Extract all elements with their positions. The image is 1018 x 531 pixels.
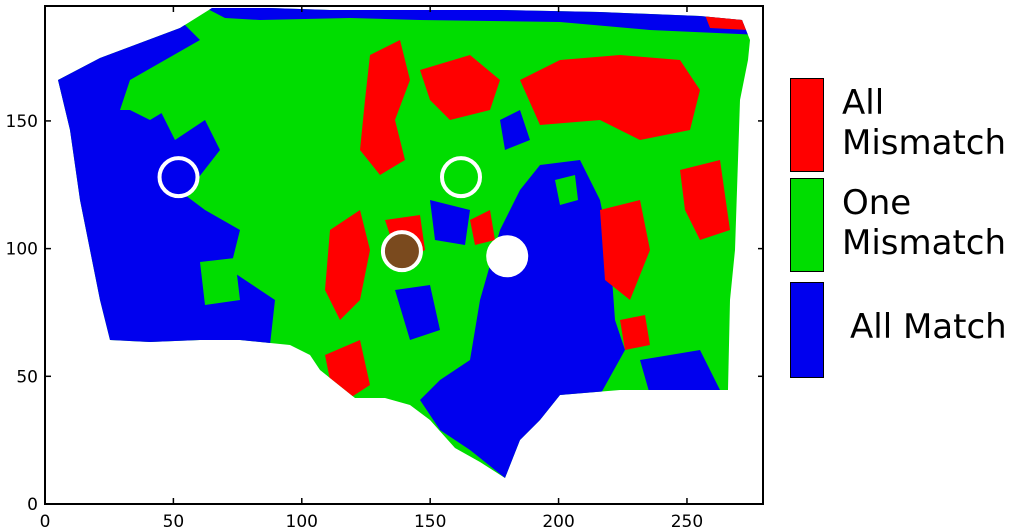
x-tick-label: 150 (414, 512, 446, 531)
marker-circle-2 (380, 230, 423, 273)
region-all-mismatch-7 (680, 160, 730, 240)
legend-swatch-green (790, 178, 824, 272)
x-tick-label: 50 (163, 512, 185, 531)
x-axis: 0 50 100 150 200 250 (40, 6, 703, 531)
y-tick-label: 150 (6, 112, 38, 132)
legend-item-all-match: All Match (788, 275, 1016, 378)
x-tick-label: 100 (286, 512, 318, 531)
marker-layer (157, 156, 529, 278)
region-all-mismatch-1 (360, 40, 410, 175)
legend-label: All Match (850, 307, 1007, 347)
legend-label: All Mismatch (842, 83, 1007, 163)
legend-item-all-mismatch: All Mismatch (788, 75, 1016, 175)
marker-circle-3 (486, 235, 529, 278)
marker-circle-0 (157, 156, 200, 199)
region-all-mismatch-6 (600, 200, 650, 300)
region-all-match-bits (395, 110, 720, 395)
y-tick-label: 0 (27, 495, 38, 515)
legend-swatch-red (790, 78, 824, 172)
legend-swatch-blue (790, 282, 824, 378)
y-tick-label: 50 (16, 367, 38, 387)
region-all-mismatch-3 (520, 55, 700, 140)
legend-label: One Mismatch (842, 183, 1007, 263)
x-tick-label: 250 (671, 512, 703, 531)
marker-circle-1 (439, 156, 482, 199)
x-tick-label: 0 (40, 512, 51, 531)
legend: All Mismatch One Mismatch All Match (788, 75, 1016, 378)
x-tick-label: 200 (542, 512, 574, 531)
y-axis: 0 50 100 150 (6, 112, 764, 515)
y-tick-label: 100 (6, 240, 38, 260)
region-all-mismatch-4 (325, 210, 370, 320)
region-all-mismatch-2 (420, 55, 500, 120)
legend-item-one-mismatch: One Mismatch (788, 175, 1016, 275)
